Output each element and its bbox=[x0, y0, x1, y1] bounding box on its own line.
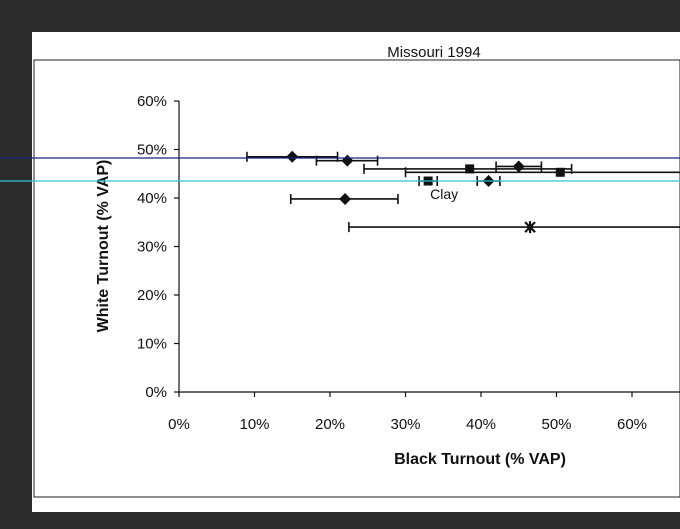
point-marker bbox=[339, 192, 352, 205]
x-tick-label: 30% bbox=[390, 416, 420, 433]
y-tick-label: 40% bbox=[137, 190, 167, 207]
x-tick-label: 40% bbox=[466, 416, 496, 433]
y-tick-label: 10% bbox=[137, 336, 167, 353]
data-point bbox=[289, 192, 399, 205]
scatter-chart: Missouri 1994 Black Turnout (% VAP) Whit… bbox=[33, 44, 680, 498]
document-page: Missouri 1994 Black Turnout (% VAP) Whit… bbox=[32, 32, 680, 512]
chart-frame bbox=[33, 59, 680, 498]
y-tick-label: 20% bbox=[137, 287, 167, 304]
data-point bbox=[495, 160, 543, 173]
point-label: Clay bbox=[430, 186, 458, 202]
point-marker bbox=[512, 160, 525, 173]
data-point bbox=[348, 221, 680, 234]
x-tick-label: 50% bbox=[541, 416, 571, 433]
chart-title: Missouri 1994 bbox=[387, 44, 480, 61]
data-point bbox=[476, 175, 501, 188]
point-marker bbox=[286, 150, 299, 163]
y-axis-label: White Turnout (% VAP) bbox=[95, 160, 112, 333]
x-tick-label: 10% bbox=[239, 416, 269, 433]
y-tick-label: 30% bbox=[137, 239, 167, 256]
point-marker bbox=[423, 176, 433, 186]
axes: 0% 10% 20% 30% 40% 50% 60% 0% 10% 20% 30% 40% 50% 60% bbox=[137, 93, 680, 433]
x-tick-label: 20% bbox=[315, 416, 345, 433]
point-marker bbox=[465, 164, 475, 174]
y-tick-label: 50% bbox=[137, 142, 167, 159]
y-tick-label: 0% bbox=[145, 384, 167, 401]
data-point bbox=[404, 167, 680, 178]
point-marker bbox=[555, 167, 565, 177]
point-marker bbox=[341, 154, 354, 167]
data-marks: Clay bbox=[246, 150, 680, 234]
data-point: Clay bbox=[418, 176, 458, 202]
point-marker bbox=[482, 175, 495, 188]
x-tick-label: 0% bbox=[168, 416, 190, 433]
x-axis-label: Black Turnout (% VAP) bbox=[394, 451, 566, 468]
point-marker-core bbox=[527, 224, 534, 231]
y-tick-label: 60% bbox=[137, 93, 167, 110]
x-tick-label: 60% bbox=[617, 416, 647, 433]
